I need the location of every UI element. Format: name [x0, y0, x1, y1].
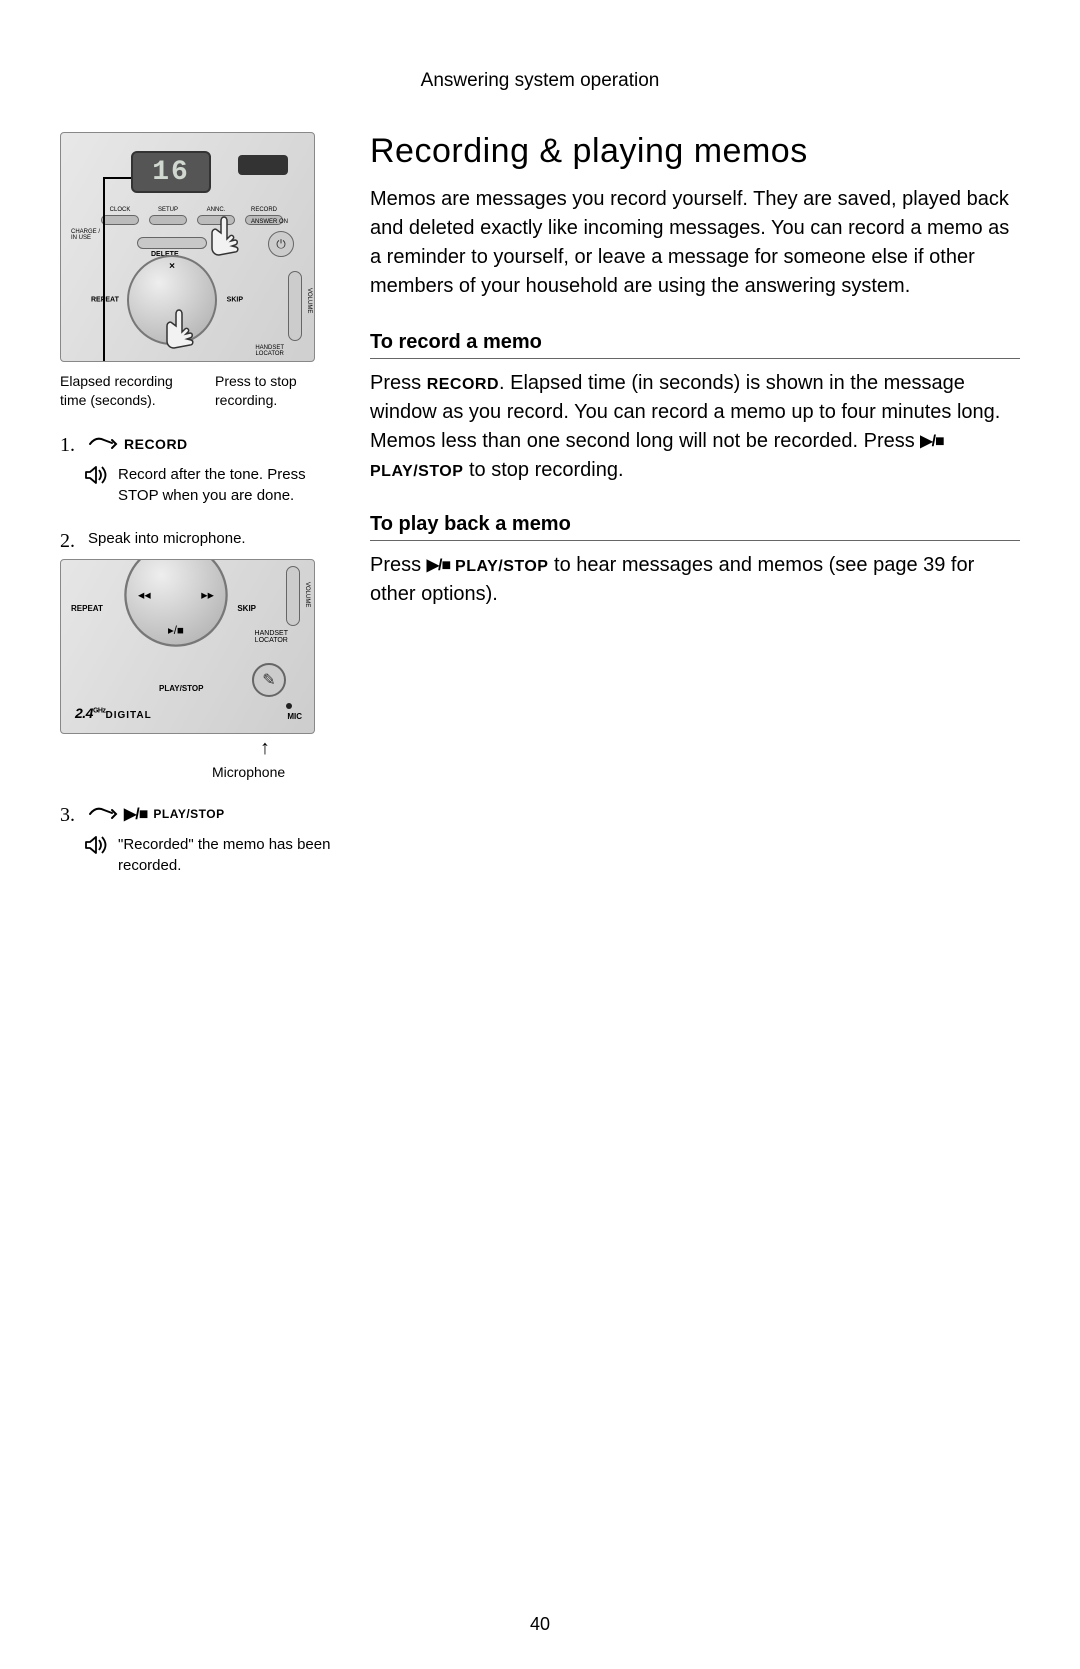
volume-label: VOLUME [306, 288, 312, 313]
setup-label: SETUP [158, 207, 178, 213]
skip-label: SKIP [237, 604, 256, 613]
page-title: Recording & playing memos [370, 132, 1020, 171]
step-number: 1. [60, 434, 80, 457]
step-3: 3. ▶/■ PLAY/STOP "Recorded" the memo has… [60, 804, 340, 876]
microphone-caption: Microphone [212, 764, 340, 780]
annc-label: ANNC. [207, 207, 226, 213]
handset-locator-label: HANDSET LOCATOR [255, 345, 284, 357]
handset-label: HANDSET LOCATOR [255, 630, 288, 644]
brand-logo: 2.4GHzDIGITAL [75, 705, 152, 721]
intro-paragraph: Memos are messages you record yourself. … [370, 185, 1020, 301]
volume-slider [288, 271, 302, 341]
skip-label: SKIP [227, 297, 243, 304]
speaker-icon [84, 464, 110, 486]
record-label: RECORD [251, 207, 277, 213]
step-1: 1. RECORD Record after the tone. Press S… [60, 434, 340, 506]
step3-sub: "Recorded" the memo has been recorded. [118, 834, 340, 876]
press-icon [88, 804, 118, 824]
cassette-icon [238, 155, 288, 175]
section-header: Answering system operation [60, 70, 1020, 92]
figure1-captions: Elapsed recording time (seconds). Press … [60, 372, 340, 410]
dpad: × ◂◂ ▸▸ ▸/■ [124, 559, 228, 647]
step1-title: RECORD [124, 436, 188, 452]
playback-paragraph: Press ▶/■ PLAY/STOP to hear messages and… [370, 551, 1020, 609]
device-figure-2: × ◂◂ ▸▸ ▸/■ REPEAT SKIP VOLUME HANDSET L… [60, 559, 315, 734]
speaker-icon [84, 834, 110, 856]
subheading-playback: To play back a memo [370, 513, 1020, 541]
volume-label: VOLUME [304, 582, 310, 607]
press-icon [88, 434, 118, 454]
playstop-glyph: ▶/■ [124, 804, 147, 824]
subheading-record: To record a memo [370, 331, 1020, 359]
step3-title: PLAY/STOP [153, 807, 224, 821]
message-window: 16 [131, 151, 211, 193]
clock-label: CLOCK [110, 207, 131, 213]
repeat-label: REPEAT [71, 604, 103, 613]
elapsed-digits: 16 [152, 157, 190, 188]
playstop-label: PLAY/STOP [159, 684, 203, 693]
caption-press-stop: Press to stop recording. [215, 372, 340, 410]
locator-button: ✎ [252, 663, 286, 697]
playstop-keyword: PLAY/STOP [370, 463, 463, 480]
mic-dot [286, 703, 292, 709]
caption-elapsed: Elapsed recording time (seconds). [60, 372, 185, 410]
left-column: 16 CLOCK SETUP ANNC. RECORD CHARGE / IN … [60, 132, 340, 876]
step-number: 2. [60, 530, 80, 553]
mic-label: MIC [287, 712, 302, 721]
record-paragraph: Press RECORD. Elapsed time (in seconds) … [370, 369, 1020, 485]
answer-on-label: ANSWER ON [251, 219, 288, 225]
step-2: 2. Speak into microphone. [60, 530, 340, 553]
device-figure-1: 16 CLOCK SETUP ANNC. RECORD CHARGE / IN … [60, 132, 315, 362]
step-number: 3. [60, 804, 80, 827]
playstop-keyword: PLAY/STOP [450, 558, 548, 575]
dpad: × REPEAT SKIP [127, 255, 217, 345]
volume-slider [286, 566, 300, 626]
step2-title: Speak into microphone. [88, 530, 246, 547]
right-column: Recording & playing memos Memos are mess… [370, 132, 1020, 876]
power-button: ⏻ [268, 231, 294, 257]
record-keyword: RECORD [427, 376, 499, 393]
step1-sub: Record after the tone. Press STOP when y… [118, 464, 340, 506]
playstop-glyph: ▶/■ [427, 557, 450, 574]
playstop-glyph: ▶/■ [920, 433, 943, 450]
charge-label: CHARGE / IN USE [71, 229, 100, 241]
page-number: 40 [530, 1614, 550, 1635]
delete-button [137, 237, 207, 249]
up-arrow-icon: ↑ [260, 740, 340, 756]
